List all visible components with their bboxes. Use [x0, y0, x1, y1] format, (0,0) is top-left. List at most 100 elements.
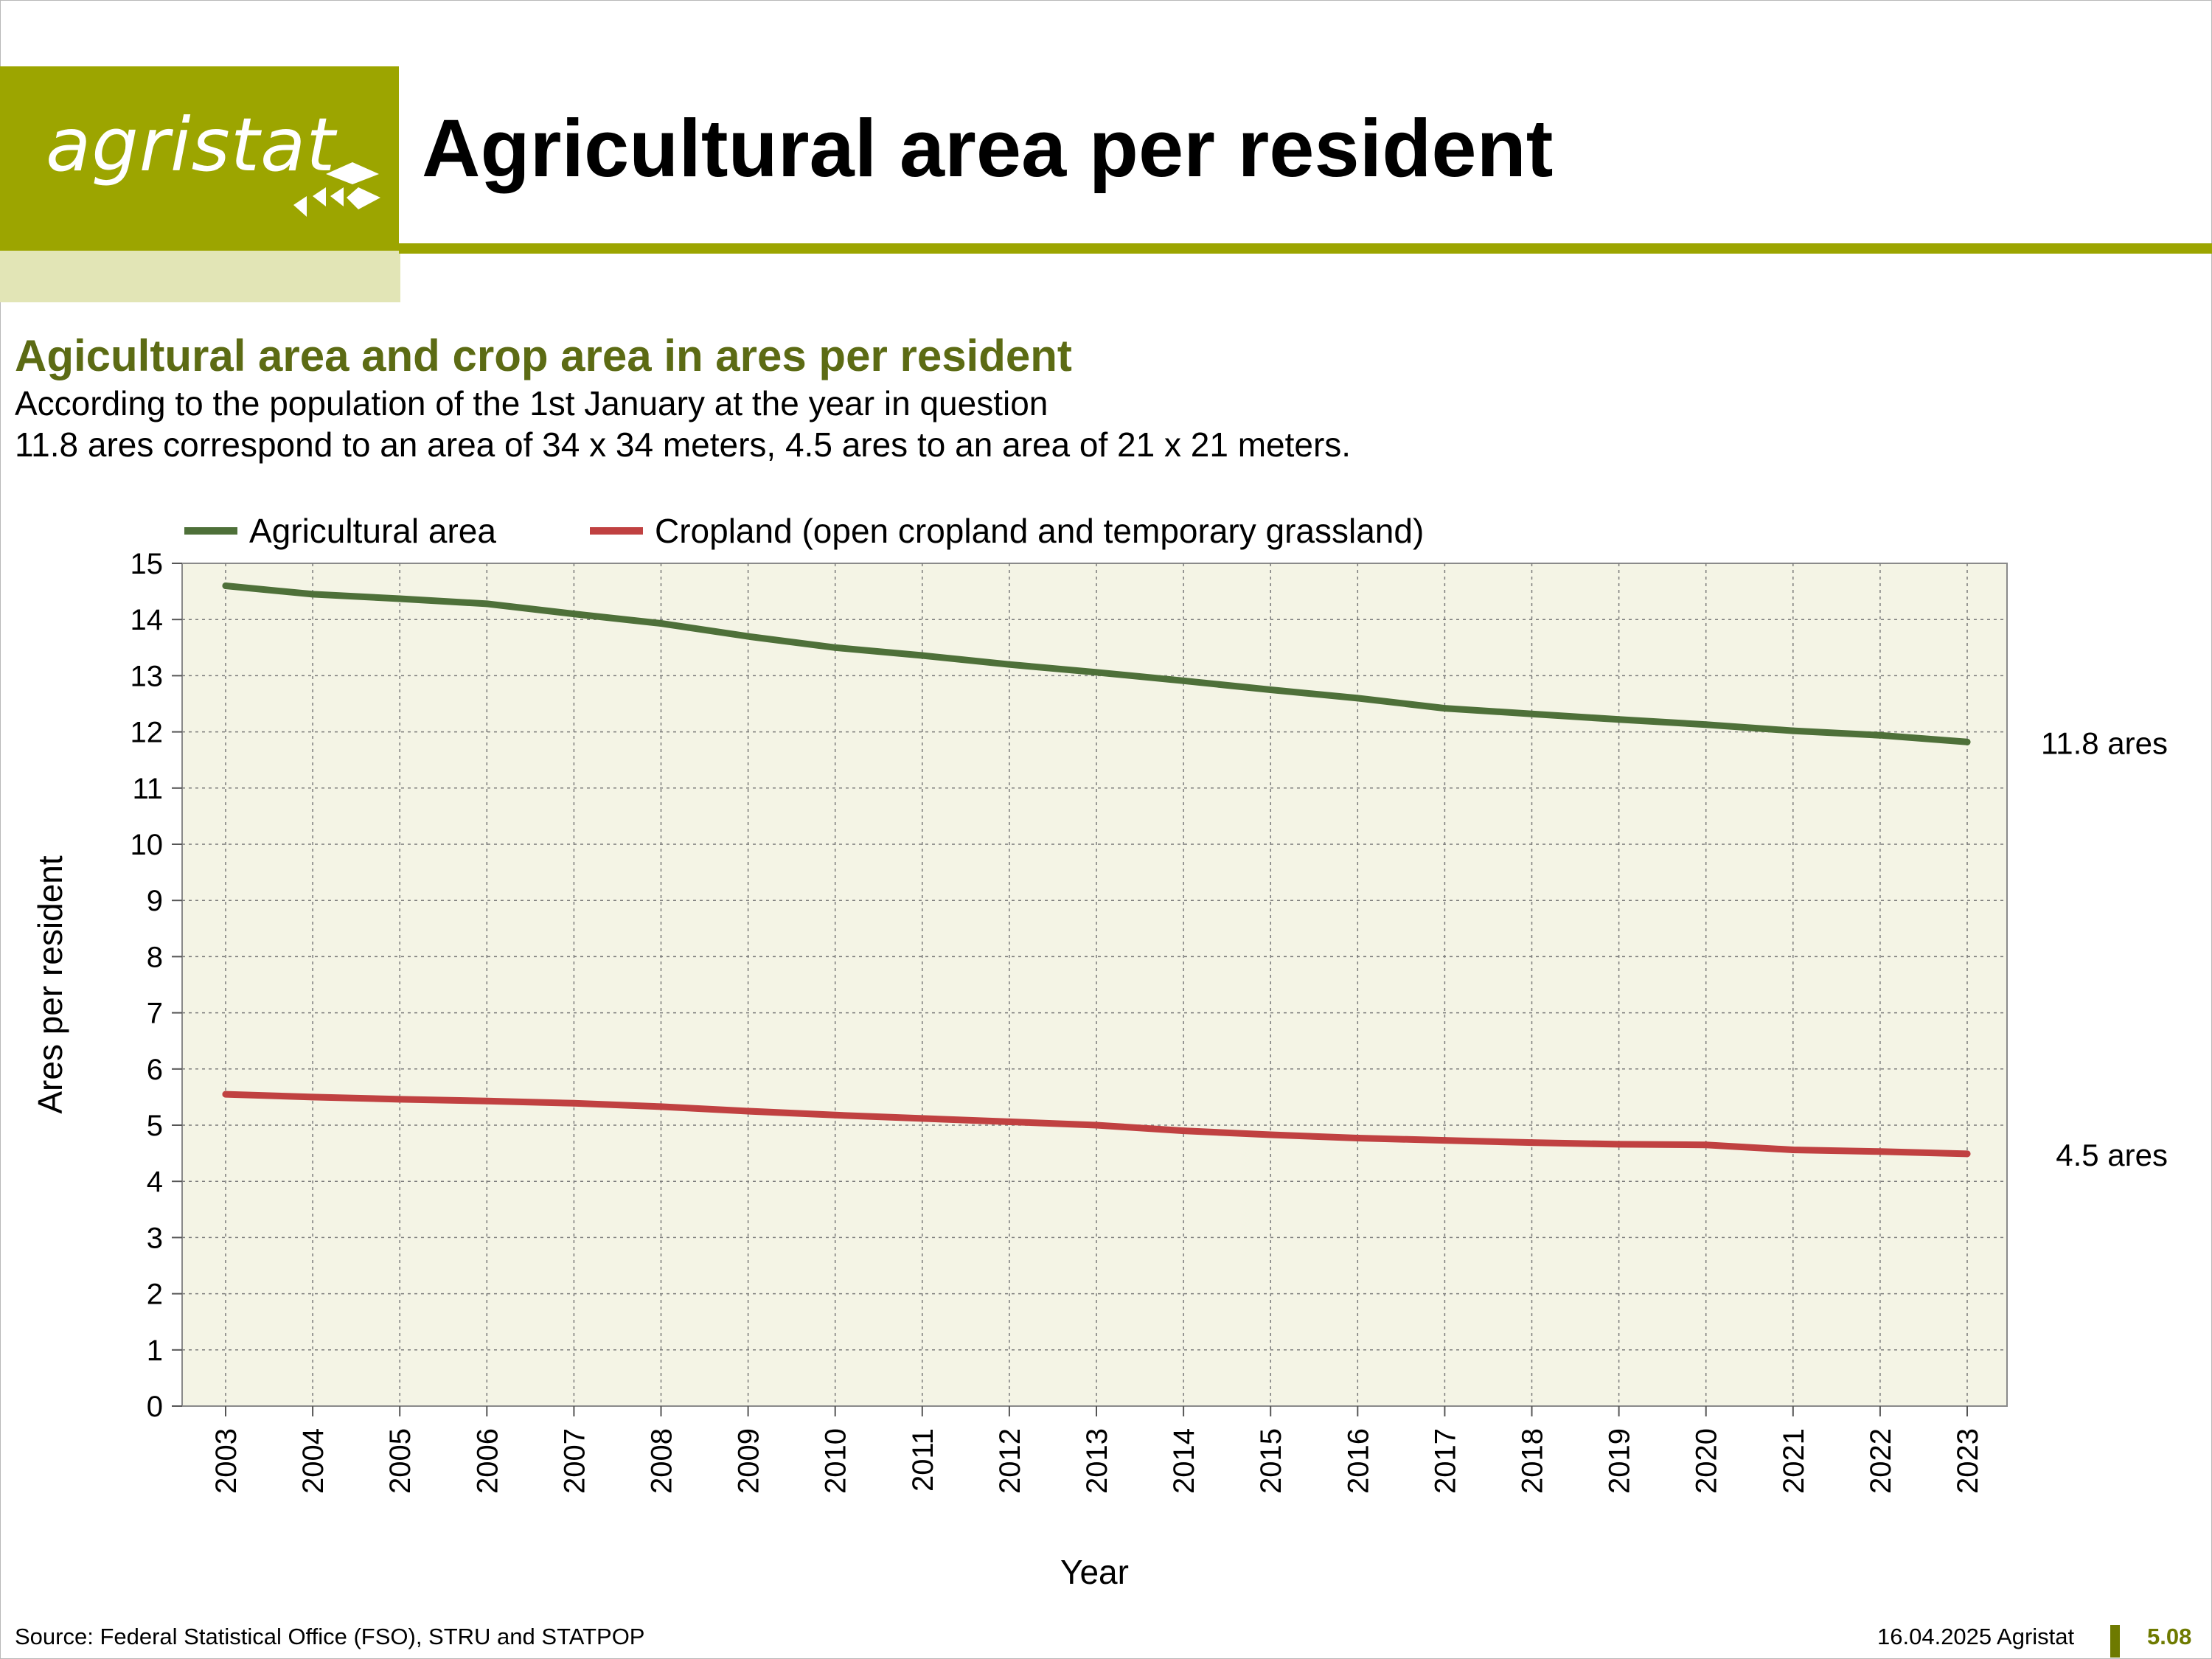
data-point-agricultural-area [745, 633, 752, 640]
data-point-agricultural-area [1180, 677, 1187, 684]
data-point-agricultural-area [1093, 669, 1100, 676]
legend-swatch-cropland [590, 527, 643, 535]
agristat-logo [0, 66, 399, 251]
x-tick-label: 2004 [297, 1428, 330, 1494]
chart-subtitle: Agicultural area and crop area in ares p… [15, 331, 1072, 380]
y-tick-label: 13 [131, 660, 164, 692]
data-point-agricultural-area [1441, 705, 1448, 712]
data-point-agricultural-area [309, 591, 316, 598]
y-tick-label: 7 [147, 998, 163, 1030]
data-point-cropland [1267, 1131, 1274, 1138]
data-point-cropland [1790, 1147, 1797, 1154]
data-point-cropland [1964, 1150, 1971, 1158]
data-point-agricultural-area [1877, 731, 1884, 739]
x-tick-label: 2012 [994, 1428, 1026, 1494]
data-point-agricultural-area [483, 600, 490, 608]
y-tick-label: 10 [131, 829, 164, 861]
data-point-cropland [919, 1115, 926, 1122]
y-tick-label: 1 [147, 1335, 163, 1367]
data-point-cropland [1703, 1141, 1710, 1149]
x-tick-label: 2007 [558, 1428, 591, 1494]
logo-text: agristat [46, 102, 336, 188]
data-point-agricultural-area [1006, 661, 1013, 668]
y-axis-title: Ares per resident [31, 855, 69, 1113]
x-axis-title: Year [1060, 1553, 1129, 1591]
y-tick-label: 3 [147, 1222, 163, 1254]
x-tick-label: 2016 [1342, 1428, 1374, 1494]
x-tick-label: 2019 [1604, 1428, 1636, 1494]
data-point-cropland [745, 1107, 752, 1115]
y-tick-label: 12 [131, 717, 164, 749]
logo-diamond-icon [293, 162, 380, 217]
data-point-agricultural-area [1267, 686, 1274, 693]
legend-label-agricultural-area: Agricultural area [249, 512, 496, 550]
footer-marker [2110, 1625, 2120, 1658]
data-point-cropland [1528, 1139, 1535, 1147]
y-tick-label: 8 [147, 941, 163, 973]
legend-item-cropland: Cropland (open cropland and temporary gr… [590, 509, 1424, 553]
end-label-cropland: 4.5 ares [2056, 1138, 2168, 1172]
data-point-agricultural-area [1528, 710, 1535, 717]
x-tick-label: 2015 [1255, 1428, 1287, 1494]
legend-label-cropland: Cropland (open cropland and temporary gr… [655, 512, 1425, 550]
x-tick-label: 2011 [907, 1428, 939, 1492]
page-number: 5.08 [2147, 1624, 2192, 1649]
x-tick-label: 2023 [1952, 1428, 1984, 1494]
y-tick-label: 15 [131, 548, 164, 580]
description-line-2: 11.8 ares correspond to an area of 34 x … [15, 425, 1352, 464]
y-tick-label: 2 [147, 1279, 163, 1311]
x-tick-label: 2005 [384, 1428, 417, 1494]
legend-swatch-agricultural-area [184, 527, 237, 535]
page-title: Agricultural area per resident [422, 103, 1554, 194]
y-tick-label: 5 [147, 1110, 163, 1142]
data-point-cropland [1006, 1118, 1013, 1125]
x-tick-label: 2018 [1517, 1428, 1549, 1494]
data-point-cropland [309, 1093, 316, 1101]
data-point-agricultural-area [570, 611, 577, 618]
x-tick-label: 2022 [1865, 1428, 1897, 1494]
footer-date: 16.04.2025 Agristat [1877, 1624, 2075, 1649]
data-point-agricultural-area [1703, 721, 1710, 728]
x-tick-label: 2003 [210, 1428, 243, 1494]
x-tick-label: 2008 [646, 1428, 678, 1494]
data-point-cropland [1354, 1135, 1361, 1142]
header-divider [399, 243, 2212, 254]
x-tick-label: 2017 [1429, 1428, 1461, 1494]
data-point-cropland [570, 1099, 577, 1107]
data-point-agricultural-area [919, 652, 926, 659]
data-point-cropland [1093, 1121, 1100, 1129]
description-line-1: According to the population of the 1st J… [15, 384, 1048, 422]
y-tick-label: 9 [147, 885, 163, 917]
data-point-agricultural-area [1790, 727, 1797, 734]
end-label-agricultural-area: 11.8 ares [2041, 726, 2168, 760]
y-tick-label: 4 [147, 1166, 163, 1198]
x-tick-label: 2009 [733, 1428, 765, 1494]
data-point-agricultural-area [1354, 695, 1361, 702]
data-point-agricultural-area [396, 595, 403, 602]
data-point-agricultural-area [222, 582, 229, 589]
x-tick-label: 2006 [471, 1428, 504, 1494]
x-tick-label: 2010 [820, 1428, 852, 1494]
legend-item-agricultural-area: Agricultural area [184, 509, 496, 553]
y-tick-label: 11 [132, 773, 163, 805]
data-point-cropland [832, 1111, 839, 1119]
x-tick-label: 2021 [1778, 1428, 1810, 1494]
y-tick-label: 6 [147, 1054, 163, 1086]
data-point-cropland [1441, 1137, 1448, 1144]
logo-underlay [0, 251, 400, 302]
data-point-cropland [396, 1096, 403, 1103]
data-point-cropland [658, 1103, 664, 1110]
x-tick-label: 2020 [1691, 1428, 1723, 1494]
x-tick-label: 2013 [1081, 1428, 1113, 1494]
data-point-cropland [1180, 1127, 1187, 1135]
y-tick-label: 14 [131, 604, 164, 636]
data-point-cropland [222, 1091, 229, 1098]
footer-source: Source: Federal Statistical Office (FSO)… [15, 1624, 645, 1649]
data-point-agricultural-area [832, 644, 839, 651]
x-tick-label: 2014 [1168, 1428, 1200, 1494]
data-point-cropland [1877, 1148, 1884, 1155]
data-point-agricultural-area [658, 620, 664, 627]
data-point-agricultural-area [1964, 738, 1971, 745]
data-point-cropland [483, 1097, 490, 1105]
